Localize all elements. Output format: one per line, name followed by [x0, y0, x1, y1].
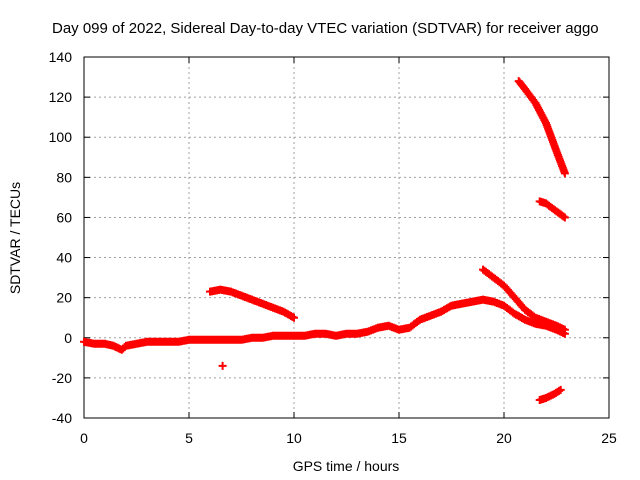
data-point	[290, 313, 298, 322]
y-tick-label: 120	[49, 89, 73, 105]
series-4	[514, 77, 569, 178]
x-tick-label: 20	[496, 430, 512, 446]
series-7	[218, 361, 227, 370]
y-tick-label: 60	[56, 209, 72, 225]
data-point	[218, 361, 227, 370]
x-axis-label: GPS time / hours	[293, 458, 400, 474]
grid	[84, 57, 609, 418]
y-tick-label: 0	[64, 330, 72, 346]
y-tick-label: 100	[49, 129, 73, 145]
data-point	[555, 386, 564, 395]
axes: -40 -20 0 20 40 60 80 100 120 140 0 5 10 15 20 25	[49, 49, 617, 446]
series-3	[479, 265, 569, 334]
x-tick-label: 5	[185, 430, 193, 446]
series-6	[535, 385, 565, 404]
data-point	[560, 213, 569, 222]
data-point	[559, 212, 568, 221]
x-tick-label: 15	[391, 430, 407, 446]
y-tick-label: 140	[49, 49, 73, 65]
series-2	[206, 285, 298, 322]
plot-area	[80, 77, 569, 404]
x-tick-label: 25	[601, 430, 617, 446]
y-tick-label: 40	[56, 250, 72, 266]
series-5	[535, 197, 569, 222]
chart-title: Day 099 of 2022, Sidereal Day-to-day VTE…	[52, 20, 599, 37]
y-axis-label: SDTVAR / TECUs	[7, 182, 23, 294]
data-point	[556, 385, 565, 394]
y-tick-label: 20	[56, 290, 72, 306]
y-tick-label: -40	[52, 410, 72, 426]
x-tick-label: 10	[286, 430, 302, 446]
y-tick-label: 80	[56, 169, 72, 185]
y-tick-label: -20	[52, 370, 72, 386]
data-point	[560, 169, 569, 178]
x-tick-label: 0	[80, 430, 88, 446]
plot-frame	[83, 56, 610, 419]
data-point	[560, 325, 569, 334]
series-1	[80, 295, 569, 354]
